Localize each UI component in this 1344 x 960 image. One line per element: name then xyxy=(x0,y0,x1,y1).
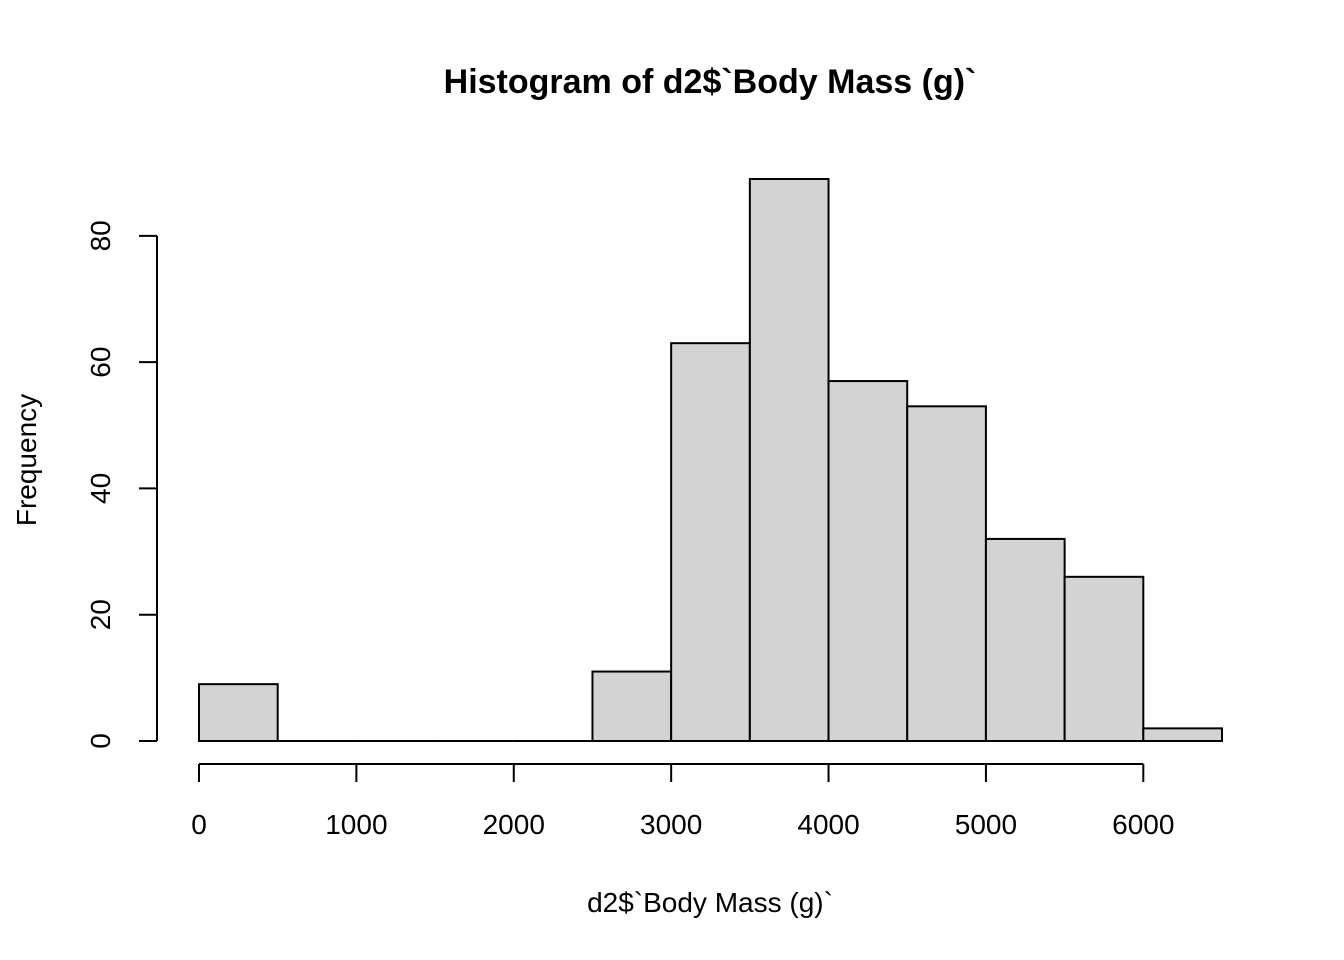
histogram-bar xyxy=(198,683,279,742)
x-tick-label: 5000 xyxy=(955,809,1017,840)
histogram-bar xyxy=(670,342,751,742)
chart-title: Histogram of d2$`Body Mass (g)` xyxy=(444,63,977,101)
y-tick-label: 80 xyxy=(85,220,116,251)
histogram-bar xyxy=(748,178,830,742)
histogram-bar xyxy=(1063,575,1145,743)
histogram-bar xyxy=(827,380,909,742)
y-tick-label: 60 xyxy=(85,347,116,378)
x-tick-label: 2000 xyxy=(483,809,545,840)
x-tick-label: 3000 xyxy=(640,809,702,840)
y-axis: 0 20 40 60 80 xyxy=(85,220,158,749)
histogram-bar xyxy=(1142,727,1224,743)
y-tick-label: 40 xyxy=(85,473,116,504)
histogram-bar xyxy=(591,670,673,742)
x-tick-label: 4000 xyxy=(797,809,859,840)
x-tick-label: 6000 xyxy=(1112,809,1174,840)
x-axis: 0 1000 2000 3000 4000 5000 6000 xyxy=(191,763,1174,840)
x-axis-label: d2$`Body Mass (g)` xyxy=(587,887,833,918)
y-tick-label: 20 xyxy=(85,599,116,630)
histogram-bar xyxy=(906,405,987,742)
x-tick-label: 0 xyxy=(191,809,207,840)
histogram-bar xyxy=(984,537,1066,742)
bars-group xyxy=(198,178,1224,743)
y-tick-label: 0 xyxy=(85,733,116,749)
y-axis-label: Frequency xyxy=(11,394,42,526)
x-tick-label: 1000 xyxy=(325,809,387,840)
